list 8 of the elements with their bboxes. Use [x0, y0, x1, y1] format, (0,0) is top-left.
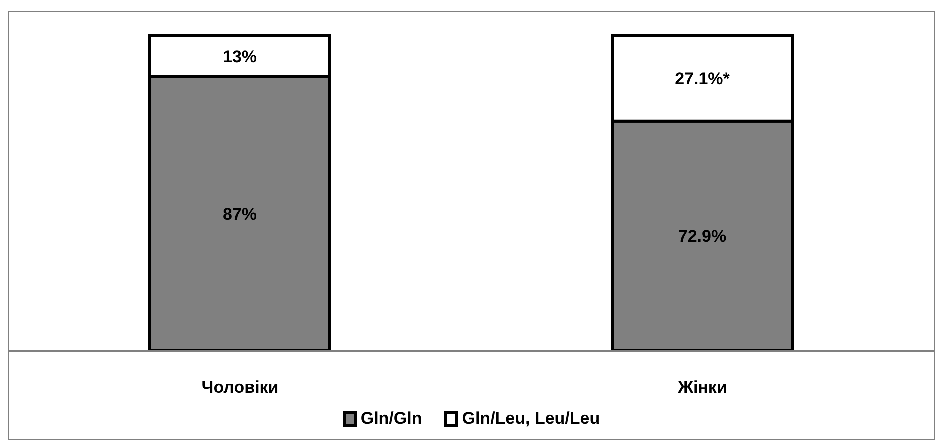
data-label: 13%	[222, 48, 258, 67]
legend-label: Gln/Gln	[360, 409, 422, 429]
legend-label: Gln/Leu, Leu/Leu	[462, 409, 600, 429]
data-label: 27.1%*	[675, 70, 730, 89]
data-label: 72.9%	[678, 227, 727, 246]
data-label: 87%	[222, 205, 258, 224]
x-tick-label: Чоловіки	[202, 378, 279, 398]
x-tick-label: Жінки	[677, 378, 728, 398]
